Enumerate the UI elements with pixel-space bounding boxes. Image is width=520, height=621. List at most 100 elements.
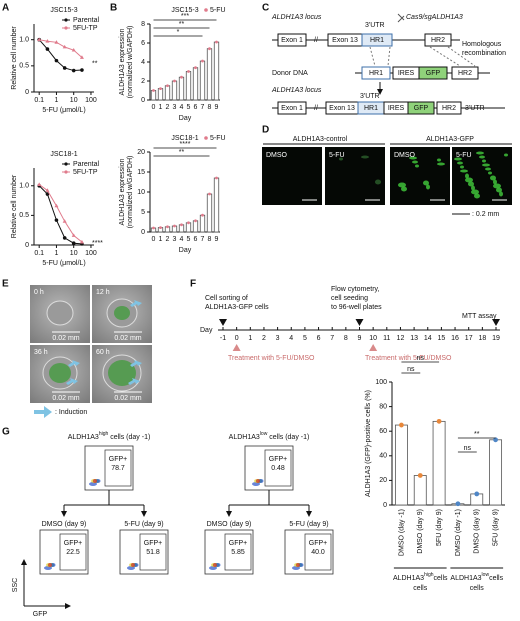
group-label: ALDH1A3-GFP bbox=[426, 136, 474, 143]
label-name: ALDH1A3 bbox=[450, 575, 481, 582]
series-line bbox=[38, 184, 83, 243]
x-tick-label: DMSO (day 9) bbox=[474, 509, 481, 554]
bar-point bbox=[187, 70, 190, 73]
panel-label: G bbox=[2, 427, 10, 438]
flow-dots bbox=[296, 563, 300, 567]
induction-arrow bbox=[130, 300, 142, 307]
day-tick-label: 1 bbox=[248, 335, 252, 342]
y-tick-label: 60 bbox=[379, 428, 387, 435]
construct-diagram: ALDH1A3 locus 3'UTR Cas9/sgALDH1A3 Exon … bbox=[271, 13, 506, 115]
point bbox=[45, 47, 50, 51]
bar-point bbox=[159, 87, 162, 90]
legend-marker bbox=[204, 136, 208, 140]
day-tick-label: 4 bbox=[289, 335, 293, 342]
bar-point bbox=[180, 75, 183, 79]
y-tick-label: 0 bbox=[25, 89, 29, 96]
y-tick-label: 5 bbox=[141, 209, 145, 216]
y-tick-label: 2 bbox=[141, 78, 145, 85]
x-tick-label: 100 bbox=[85, 97, 97, 104]
event-label: Cell sorting of bbox=[205, 295, 248, 302]
gfp-cell bbox=[496, 187, 502, 193]
group-label: cells bbox=[470, 585, 485, 592]
bar bbox=[157, 88, 164, 101]
gate bbox=[139, 533, 167, 571]
annotation: **** bbox=[92, 240, 103, 247]
gfp-cell bbox=[465, 177, 473, 183]
panel-label: D bbox=[262, 125, 269, 136]
y-tick-label: 4 bbox=[141, 59, 145, 66]
gfp-cell bbox=[476, 151, 484, 155]
gfp-label: GFP bbox=[414, 105, 429, 112]
bar-point bbox=[474, 491, 480, 497]
y-tick-label: 0 bbox=[141, 229, 145, 236]
exon-box bbox=[277, 101, 307, 115]
day-tick-label: 11 bbox=[383, 335, 390, 342]
label-rest: cells (day -1) bbox=[108, 434, 150, 441]
gfp-cell bbox=[361, 155, 369, 159]
point bbox=[45, 39, 50, 43]
bar-point bbox=[187, 221, 190, 225]
bar bbox=[171, 80, 178, 101]
flow-dots bbox=[215, 563, 221, 567]
gate-value: 78.7 bbox=[111, 465, 125, 472]
label-sup: low bbox=[260, 431, 268, 437]
legend-label: 5-FU bbox=[210, 135, 226, 142]
treatment-marker bbox=[232, 344, 241, 351]
y-tick-label: 80 bbox=[379, 403, 387, 410]
point bbox=[62, 66, 67, 70]
x-tick-label: 5 bbox=[187, 236, 191, 243]
cell bbox=[46, 300, 74, 326]
legend-marker bbox=[64, 18, 68, 22]
bar-point bbox=[152, 89, 155, 92]
recombination-lines bbox=[369, 46, 476, 67]
utr-label: 3'UTR bbox=[360, 93, 380, 100]
day-tick-label: 14 bbox=[424, 335, 432, 342]
time-label: 60 h bbox=[96, 349, 110, 356]
bar-point bbox=[455, 501, 461, 507]
x-tick-label: 5FU (day 9) bbox=[492, 509, 499, 546]
timeline: Day -1 0 1 2 3 4 5 6 7 8 9 10 11 12 13 14 15 16 17 18 19Cell… bbox=[200, 286, 500, 362]
gfp-cell bbox=[493, 179, 497, 185]
utr-label: 3'UTR bbox=[465, 105, 485, 112]
gfp-cell bbox=[485, 167, 491, 171]
x-tick-label: 9 bbox=[215, 104, 219, 111]
panel-label: F bbox=[190, 279, 196, 290]
bar bbox=[150, 90, 157, 101]
day-tick-label: 8 bbox=[344, 335, 348, 342]
x-tick-label: 3 bbox=[173, 236, 177, 243]
hr-box bbox=[451, 66, 479, 80]
gfp-cell bbox=[460, 165, 464, 169]
bar bbox=[489, 439, 503, 506]
label-rest: cells bbox=[489, 575, 504, 582]
point bbox=[62, 219, 67, 223]
day-label: Day bbox=[200, 327, 213, 334]
bar bbox=[178, 76, 185, 101]
x-tick-label: 1 bbox=[159, 236, 163, 243]
event-label: MTT assay bbox=[462, 313, 497, 320]
bar-point bbox=[436, 418, 442, 424]
legend-label: Parental bbox=[73, 161, 100, 168]
chart-title: JSC15-3 bbox=[171, 7, 198, 14]
label-rest: cells bbox=[434, 575, 449, 582]
x-axis-title: Day bbox=[179, 115, 192, 122]
label-rest: cells (day -1) bbox=[267, 434, 309, 441]
bar-point bbox=[493, 437, 498, 443]
plot-title: 5-FU (day 9) bbox=[124, 521, 163, 528]
y-axis-title: Relative cell number bbox=[11, 174, 18, 238]
bar bbox=[199, 214, 206, 233]
x-tick-label: 8 bbox=[208, 236, 212, 243]
micrograph bbox=[390, 147, 450, 205]
gfp-cell bbox=[412, 160, 418, 164]
label-sup: high bbox=[424, 572, 434, 578]
flow-arrow bbox=[64, 490, 144, 506]
day-tick-label: 10 bbox=[369, 335, 377, 342]
gate-label: GFP+ bbox=[269, 456, 287, 463]
gfp-cell bbox=[426, 184, 430, 190]
label-name: ALDH1A3 bbox=[68, 434, 99, 441]
gfp-cell bbox=[375, 179, 381, 185]
microscopy: ALDH1A3-control ALDH1A3-GFP DMSO 5-FU DMSO… bbox=[262, 136, 512, 218]
legend-label: 5FU-TP bbox=[73, 25, 98, 32]
bar-point bbox=[159, 226, 162, 230]
label-sup: low bbox=[482, 572, 490, 578]
